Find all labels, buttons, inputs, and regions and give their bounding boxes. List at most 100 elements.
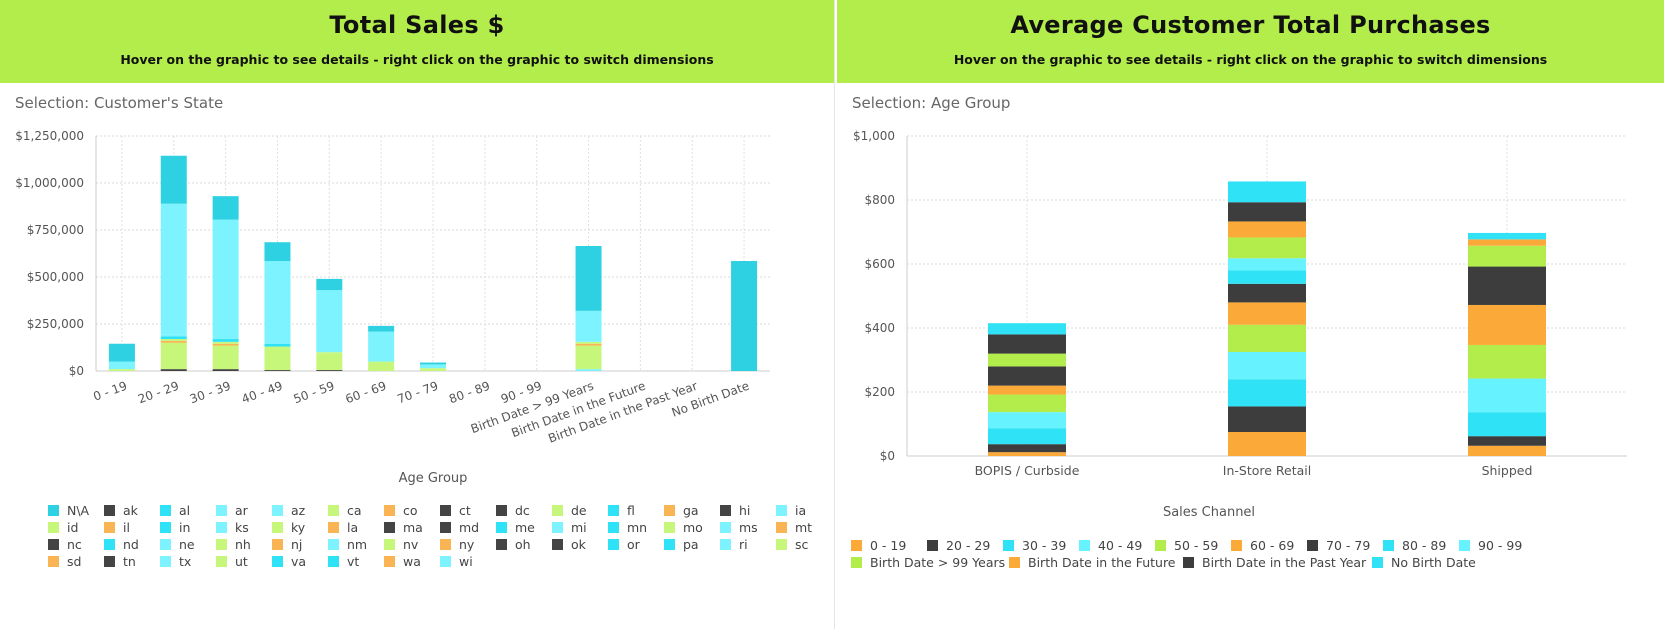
legend-label[interactable]: mo xyxy=(683,520,703,535)
bar-segment-dc[interactable] xyxy=(316,370,343,371)
bar-segment-nobirthdate[interactable] xyxy=(1468,232,1546,240)
bar-segment-ca[interactable] xyxy=(160,342,187,370)
legend-label[interactable]: ky xyxy=(291,520,306,535)
bar-segment-az[interactable] xyxy=(575,310,602,342)
legend-label[interactable]: al xyxy=(179,503,190,518)
legend-label[interactable]: 30 - 39 xyxy=(1022,538,1066,553)
bar-segment-5059[interactable] xyxy=(1468,344,1546,379)
legend-label[interactable]: No Birth Date xyxy=(1391,555,1476,570)
legend-swatch[interactable] xyxy=(440,556,451,567)
legend-swatch[interactable] xyxy=(48,539,59,550)
legend-label[interactable]: vt xyxy=(347,554,359,569)
legend-swatch[interactable] xyxy=(1372,557,1383,568)
avg-purchases-selection[interactable]: Selection: Age Group xyxy=(852,94,1011,112)
bar-segment-7079[interactable] xyxy=(1228,283,1306,303)
bar-segment-ky[interactable] xyxy=(575,341,602,344)
bar-segment-6069[interactable] xyxy=(988,385,1066,395)
bar-segment-nobirthdate[interactable] xyxy=(1228,181,1306,203)
bar-segment-al[interactable] xyxy=(212,339,239,342)
legend-swatch[interactable] xyxy=(272,556,283,567)
bar-segment-nm[interactable] xyxy=(160,334,187,337)
bar-segment-na[interactable] xyxy=(212,196,239,220)
bar-segment-birthdateinthepastyear[interactable] xyxy=(1228,202,1306,222)
bar-segment-al[interactable] xyxy=(264,343,291,347)
legend-swatch[interactable] xyxy=(1183,557,1194,568)
bar-segment-az[interactable] xyxy=(212,219,239,340)
legend-swatch[interactable] xyxy=(608,522,619,533)
legend-label[interactable]: va xyxy=(291,554,306,569)
bar-segment-birthdate99years[interactable] xyxy=(1228,237,1306,259)
legend-label[interactable]: la xyxy=(347,520,358,535)
bar-segment-7079[interactable] xyxy=(1468,266,1546,305)
legend-label[interactable]: 0 - 19 xyxy=(870,538,906,553)
bar-segment-ca[interactable] xyxy=(420,368,446,371)
legend-label[interactable]: tx xyxy=(179,554,191,569)
bar-segment-na[interactable] xyxy=(316,278,343,291)
legend-swatch[interactable] xyxy=(608,505,619,516)
legend-label[interactable]: wi xyxy=(459,554,473,569)
legend-swatch[interactable] xyxy=(1155,540,1166,551)
bar-segment-9099[interactable] xyxy=(1228,258,1306,271)
bar-segment-na[interactable] xyxy=(420,362,446,365)
legend-swatch[interactable] xyxy=(1383,540,1394,551)
legend-swatch[interactable] xyxy=(496,522,507,533)
bar-segment-na[interactable] xyxy=(575,245,602,311)
legend-swatch[interactable] xyxy=(720,505,731,516)
legend-swatch[interactable] xyxy=(1003,540,1014,551)
legend-swatch[interactable] xyxy=(160,505,171,516)
legend-swatch[interactable] xyxy=(104,505,115,516)
bar-segment-7079[interactable] xyxy=(988,366,1066,386)
legend-swatch[interactable] xyxy=(776,522,787,533)
legend-label[interactable]: ia xyxy=(795,503,806,518)
legend-label[interactable]: Birth Date in the Past Year xyxy=(1202,555,1367,570)
legend-swatch[interactable] xyxy=(216,505,227,516)
legend-label[interactable]: ut xyxy=(235,554,248,569)
bar-segment-ca[interactable] xyxy=(212,345,239,370)
bar-segment-co[interactable] xyxy=(575,343,602,346)
legend-swatch[interactable] xyxy=(48,556,59,567)
legend-label[interactable]: 20 - 29 xyxy=(946,538,990,553)
legend-swatch[interactable] xyxy=(440,522,451,533)
legend-swatch[interactable] xyxy=(328,556,339,567)
legend-swatch[interactable] xyxy=(160,539,171,550)
bar-segment-na[interactable] xyxy=(160,155,187,204)
legend-swatch[interactable] xyxy=(496,505,507,516)
total-sales-chart[interactable]: $0 $250,000 $500,000 $750,000 $1,000,000 $1,2… xyxy=(0,0,834,629)
legend-swatch[interactable] xyxy=(664,522,675,533)
legend-swatch[interactable] xyxy=(160,556,171,567)
legend-label[interactable]: sc xyxy=(795,537,809,552)
legend-label[interactable]: 40 - 49 xyxy=(1098,538,1142,553)
legend-swatch[interactable] xyxy=(384,539,395,550)
bar-segment-birthdateinthefuture[interactable] xyxy=(1468,239,1546,246)
bar-segment-birthdateinthefuture[interactable] xyxy=(1228,221,1306,238)
bar-segment-3039[interactable] xyxy=(1228,379,1306,407)
legend-swatch[interactable] xyxy=(552,522,563,533)
legend-label[interactable]: md xyxy=(459,520,479,535)
bar-segment-dc[interactable] xyxy=(212,369,239,371)
bar-segment-nobirthdate[interactable] xyxy=(988,323,1066,335)
legend-label[interactable]: id xyxy=(67,520,78,535)
legend-swatch[interactable] xyxy=(927,540,938,551)
legend-label[interactable]: fl xyxy=(627,503,635,518)
bar-segment-az[interactable] xyxy=(316,290,343,353)
legend-swatch[interactable] xyxy=(328,539,339,550)
legend-swatch[interactable] xyxy=(440,505,451,516)
legend-label[interactable]: 70 - 79 xyxy=(1326,538,1370,553)
legend-swatch[interactable] xyxy=(160,522,171,533)
bar-segment-6069[interactable] xyxy=(1468,304,1546,345)
legend-swatch[interactable] xyxy=(664,505,675,516)
legend-swatch[interactable] xyxy=(776,539,787,550)
legend-label[interactable]: 50 - 59 xyxy=(1174,538,1218,553)
legend-swatch[interactable] xyxy=(776,505,787,516)
legend-label[interactable]: Birth Date in the Future xyxy=(1028,555,1176,570)
bar-segment-5059[interactable] xyxy=(988,394,1066,413)
bar-segment-ca[interactable] xyxy=(316,353,343,371)
bar-segment-co[interactable] xyxy=(212,343,239,346)
legend-swatch[interactable] xyxy=(552,539,563,550)
bar-segment-ar[interactable] xyxy=(575,369,602,371)
legend-swatch[interactable] xyxy=(384,522,395,533)
bar-segment-3039[interactable] xyxy=(1468,412,1546,437)
legend-swatch[interactable] xyxy=(440,539,451,550)
bar-segment-az[interactable] xyxy=(264,261,291,344)
legend-label[interactable]: nc xyxy=(67,537,82,552)
